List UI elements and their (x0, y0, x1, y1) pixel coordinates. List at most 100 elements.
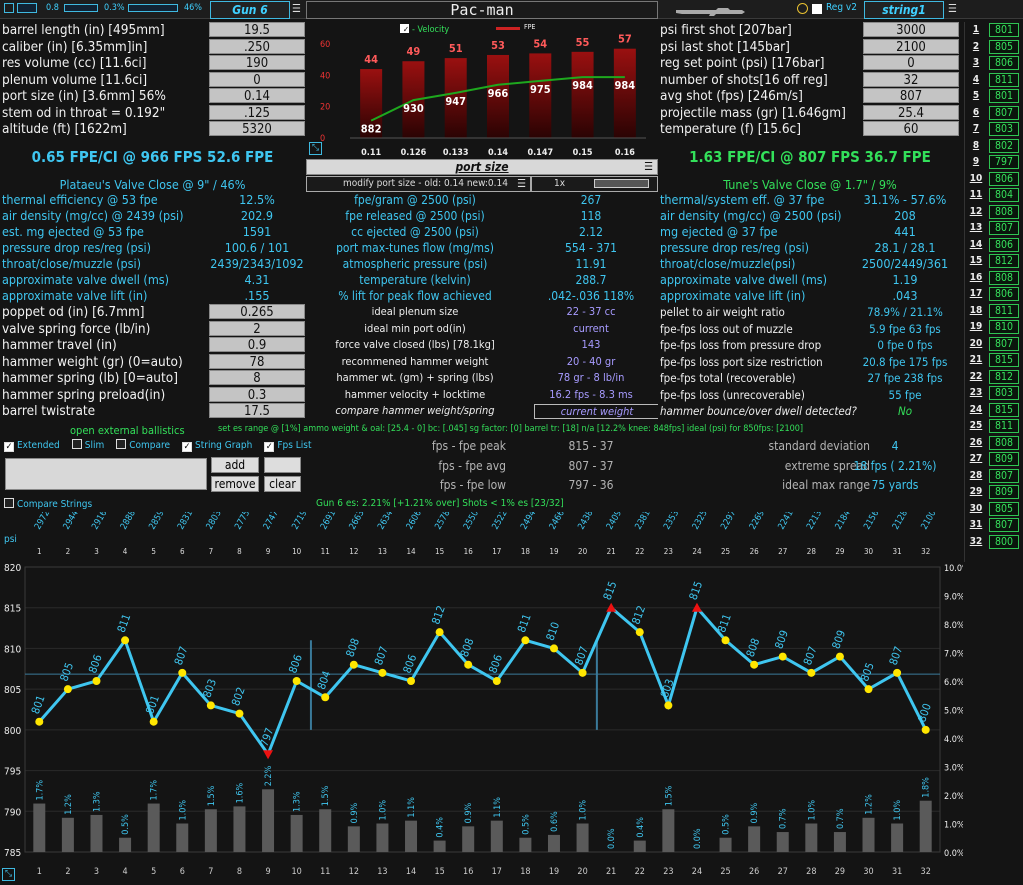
stat-row: fpe-fps total (recoverable) 27 fpe 238 fp… (660, 370, 960, 387)
option-checkbox[interactable]: Slim (71, 439, 104, 451)
input-field[interactable]: .250 (209, 38, 305, 55)
shot-list-item[interactable]: 30 805 (965, 501, 1022, 517)
shot-list-item[interactable]: 23 803 (965, 385, 1022, 401)
shot-list-item[interactable]: 25 811 (965, 418, 1022, 434)
shot-list-item[interactable]: 3 806 (965, 55, 1022, 71)
shot-list-item[interactable]: 24 815 (965, 402, 1022, 418)
input-field[interactable]: 17.5 (209, 403, 305, 419)
modify-port[interactable]: modify port size - old: 0.14 new:0.14 ☰ (306, 176, 531, 192)
input-field[interactable]: 0.14 (209, 88, 305, 104)
input-field[interactable]: 32 (863, 71, 959, 88)
port-size-menu-icon[interactable]: ☰ (644, 160, 653, 173)
remove-button[interactable]: remove (211, 476, 259, 492)
fpe-bar (571, 51, 594, 138)
input-field[interactable]: 8 (209, 370, 305, 386)
shot-number: 2 (972, 40, 980, 52)
shot-list-item[interactable]: 32 800 (965, 534, 1022, 550)
reg-checkbox[interactable] (812, 4, 822, 14)
compare-strings-checkbox[interactable] (4, 498, 14, 508)
shot-list-item[interactable]: 31 807 (965, 517, 1022, 533)
shot-list-item[interactable]: 9 797 (965, 154, 1022, 170)
option-checkbox[interactable]: ✓ String Graph (182, 440, 252, 452)
checkbox[interactable] (71, 439, 82, 449)
input-field[interactable]: 2 (209, 320, 305, 337)
tab-string[interactable]: string1 (864, 1, 944, 19)
shot-list-item[interactable]: 2 805 (965, 39, 1022, 55)
shot-list-item[interactable]: 4 811 (965, 72, 1022, 88)
shot-list-item[interactable]: 5 801 (965, 88, 1022, 104)
compare-strings[interactable]: Compare Strings (4, 498, 92, 510)
input-field[interactable]: 3000 (863, 22, 959, 38)
add-value-box[interactable] (264, 457, 301, 473)
shot-list-item[interactable]: 12 808 (965, 204, 1022, 220)
option-checkbox[interactable]: Compare (116, 439, 170, 451)
psi-value: 2466 (548, 512, 567, 532)
shot-list-item[interactable]: 18 811 (965, 303, 1022, 319)
input-field[interactable]: .125 (209, 104, 305, 121)
shot-list-item[interactable]: 1 801 (965, 22, 1022, 38)
input-field[interactable]: 0 (863, 55, 959, 71)
input-field[interactable]: 19.5 (209, 22, 305, 38)
port-chart-zoom-icon[interactable]: ⤡ (309, 142, 322, 155)
stat-row: throat/close/muzzle (psi) 2439/2343/1092 (2, 256, 305, 272)
gun-menu-icon[interactable]: ☰ (292, 2, 301, 15)
checkbox[interactable] (116, 439, 127, 449)
shot-list-item[interactable]: 20 807 (965, 336, 1022, 352)
slider1[interactable] (64, 4, 98, 12)
shot-list-item[interactable]: 26 808 (965, 435, 1022, 451)
shot-list-item[interactable]: 6 807 (965, 105, 1022, 121)
shot-list-item[interactable]: 28 807 (965, 468, 1022, 484)
input-label: stem od in throat = 0.192" (2, 104, 166, 121)
shot-list-item[interactable]: 22 812 (965, 369, 1022, 385)
input-field[interactable]: 5320 (209, 121, 305, 137)
reg-icon[interactable] (797, 3, 808, 14)
shot-list-item[interactable]: 13 807 (965, 220, 1022, 236)
shot-list-item[interactable]: 10 806 (965, 171, 1022, 187)
modify-port-menu-icon[interactable]: ☰ (517, 177, 526, 190)
input-field[interactable]: 25.4 (863, 104, 959, 121)
tab-gun[interactable]: Gun 6 (210, 1, 290, 19)
shot-list-item[interactable]: 8 802 (965, 138, 1022, 154)
input-field[interactable]: 0 (209, 71, 305, 88)
shot-entry-input[interactable] (5, 458, 207, 490)
shot-list-item[interactable]: 17 806 (965, 286, 1022, 302)
shot-list-item[interactable]: 7 803 (965, 121, 1022, 137)
clear-button[interactable]: clear (264, 476, 301, 492)
gun-tab-label: Gun 6 (232, 3, 268, 17)
input-field[interactable]: 807 (863, 88, 959, 104)
shot-list-item[interactable]: 27 809 (965, 451, 1022, 467)
checkbox[interactable]: ✓ (4, 442, 14, 452)
toolbar-icon-a[interactable] (4, 3, 14, 13)
add-button[interactable]: add (211, 457, 259, 473)
open-ballistics-link[interactable]: open external ballistics (70, 424, 185, 437)
shot-list-item[interactable]: 29 809 (965, 484, 1022, 500)
input-label: hammer weight (gr) (0=auto) (2, 353, 183, 370)
checkbox[interactable]: ✓ (182, 442, 193, 452)
shot-list-item[interactable]: 11 804 (965, 187, 1022, 203)
input-field[interactable]: 0.265 (209, 304, 305, 320)
string-menu-icon[interactable]: ☰ (948, 2, 957, 15)
zoom-slider[interactable] (594, 179, 649, 188)
shot-list-item[interactable]: 14 806 (965, 237, 1022, 253)
checkbox[interactable]: ✓ (264, 442, 275, 452)
string-chart-zoom-icon[interactable]: ⤡ (2, 868, 15, 881)
shot-list-item[interactable]: 19 810 (965, 319, 1022, 335)
shot-list-item[interactable]: 21 815 (965, 352, 1022, 368)
input-field[interactable]: 190 (209, 55, 305, 71)
input-field[interactable]: 0.3 (209, 386, 305, 403)
shot-list-item[interactable]: 16 808 (965, 270, 1022, 286)
input-field[interactable]: 2100 (863, 38, 959, 55)
shot-list-item[interactable]: 15 812 (965, 253, 1022, 269)
fps-fpe-stats: fps - fpe peak 815 - 37 fps - fpe avg 807 -… (306, 437, 658, 497)
input-field[interactable]: 0.9 (209, 337, 305, 353)
port-chart-ytick: 20 (320, 103, 330, 113)
option-checkbox[interactable]: ✓ Extended (4, 440, 60, 452)
stat-label: % lift for peak flow achieved (338, 289, 492, 303)
input-field[interactable]: 60 (863, 121, 959, 137)
option-checkbox[interactable]: ✓ Fps List (264, 440, 311, 452)
port-size-title: port size (455, 160, 509, 174)
slider2[interactable] (128, 4, 178, 12)
input-field[interactable]: 78 (209, 353, 305, 370)
zoom-box[interactable]: 1x (531, 176, 658, 192)
toolbar-icon-b[interactable] (17, 3, 37, 13)
